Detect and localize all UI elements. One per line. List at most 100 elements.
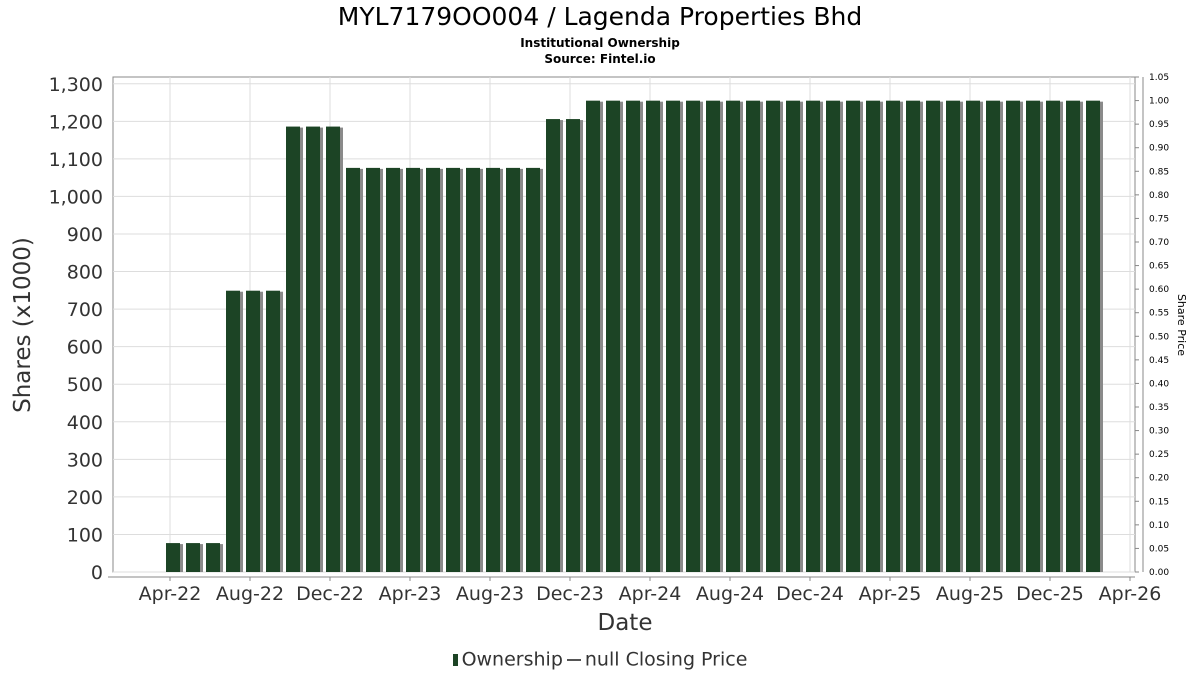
bar-ownership	[686, 100, 700, 572]
y-axis-label: Shares (x1000)	[10, 237, 36, 413]
bar-ownership	[646, 100, 660, 572]
bar-ownership	[806, 100, 820, 572]
y2-tick-label: 0.55	[1149, 309, 1169, 319]
y2-tick-label: 0.95	[1149, 120, 1169, 130]
bar-ownership	[886, 100, 900, 572]
y-tick-label: 1,100	[49, 149, 103, 171]
bar-ownership	[506, 167, 520, 573]
chart-source: Source: Fintel.io	[544, 52, 656, 66]
bar-ownership	[166, 543, 180, 572]
x-tick-label: Dec-23	[536, 583, 604, 605]
y-tick-label: 500	[67, 374, 103, 396]
plot-frame	[112, 76, 1136, 573]
x-tick-label: Dec-25	[1016, 583, 1084, 605]
bar-ownership	[1046, 100, 1060, 572]
bar-ownership	[866, 100, 880, 572]
bar-ownership	[666, 100, 680, 572]
bar-ownership	[346, 167, 360, 573]
y2-tick-label: 0.40	[1149, 379, 1169, 389]
bar-ownership	[626, 100, 640, 572]
bar-ownership	[906, 100, 920, 572]
legend-swatch-ownership	[452, 653, 458, 666]
bar-ownership	[466, 167, 480, 573]
y-tick-label: 300	[67, 449, 103, 471]
bar-ownership	[266, 290, 280, 572]
bar-ownership	[546, 119, 560, 573]
legend-swatch-price	[566, 658, 581, 661]
x-tick-label: Apr-25	[859, 583, 922, 605]
bar-ownership	[766, 100, 780, 572]
y2-tick-label: 0.25	[1149, 450, 1169, 460]
y-tick-label: 0	[91, 562, 103, 584]
x-tick-label: Apr-24	[619, 583, 682, 605]
bar-ownership	[386, 167, 400, 573]
y-tick-label: 1,200	[49, 111, 103, 133]
bar-ownership	[426, 167, 440, 573]
bar-ownership	[946, 100, 960, 572]
bar-ownership	[366, 167, 380, 573]
x-tick-label: Aug-23	[456, 583, 524, 605]
x-tick-label: Dec-22	[296, 583, 364, 605]
y-tick-label: 900	[67, 224, 103, 246]
y2-tick-label: 0.05	[1149, 544, 1169, 554]
y2-tick-label: 1.05	[1149, 73, 1169, 83]
bar-ownership	[486, 167, 500, 573]
y2-tick-label: 0.45	[1149, 356, 1169, 366]
x-tick-label: Apr-22	[139, 583, 202, 605]
bar-ownership	[926, 100, 940, 572]
bar-ownership	[706, 100, 720, 572]
bar-ownership	[826, 100, 840, 572]
y-tick-label: 200	[67, 487, 103, 509]
y2-axis-label: Share Price	[1175, 294, 1188, 356]
y2-tick-label: 0.35	[1149, 403, 1169, 413]
y2-tick-label: 0.10	[1149, 521, 1169, 531]
bar-ownership	[986, 100, 1000, 572]
bar-ownership	[186, 543, 200, 572]
legend: Ownership null Closing Price	[0, 648, 1200, 671]
bar-ownership	[726, 100, 740, 572]
y-tick-label: 700	[67, 299, 103, 321]
bar-ownership	[306, 126, 320, 573]
y2-tick-label: 0.00	[1149, 568, 1169, 578]
y2-tick-label: 0.50	[1149, 332, 1169, 342]
bar-ownership	[246, 290, 260, 572]
bar-ownership	[446, 167, 460, 573]
bar-ownership	[206, 543, 220, 572]
y-tick-label: 100	[67, 524, 103, 546]
y-tick-label: 600	[67, 337, 103, 359]
x-tick-label: Aug-22	[216, 583, 284, 605]
bar-ownership	[1026, 100, 1040, 572]
bar-ownership	[1006, 100, 1020, 572]
y2-tick-label: 0.15	[1149, 497, 1169, 507]
x-tick-label: Aug-25	[936, 583, 1004, 605]
y2-tick-label: 0.70	[1149, 238, 1169, 248]
y2-tick-label: 1.00	[1149, 97, 1169, 107]
x-axis-label: Date	[598, 610, 653, 636]
y2-tick-label: 0.75	[1149, 214, 1169, 224]
chart-title: MYL7179OO004 / Lagenda Properties Bhd	[337, 2, 863, 31]
x-tick-label: Apr-26	[1099, 583, 1162, 605]
chart-subtitle: Institutional Ownership	[520, 36, 680, 50]
x-tick-label: Dec-24	[776, 583, 844, 605]
legend-ownership: Ownership	[461, 648, 563, 671]
bar-ownership	[586, 100, 600, 572]
y2-tick-label: 0.85	[1149, 167, 1169, 177]
y-tick-label: 1,000	[49, 186, 103, 208]
y-tick-label: 800	[67, 262, 103, 284]
bar-ownership	[606, 100, 620, 572]
y2-tick-label: 0.65	[1149, 262, 1169, 272]
y2-tick-label: 0.80	[1149, 191, 1169, 201]
x-tick-label: Apr-23	[379, 583, 442, 605]
bar-ownership	[526, 167, 540, 573]
y2-tick-label: 0.60	[1149, 285, 1169, 295]
bar-ownership	[966, 100, 980, 572]
y-tick-label: 400	[67, 412, 103, 434]
bar-ownership	[226, 290, 240, 572]
bar-ownership	[846, 100, 860, 572]
bar-ownership	[566, 119, 580, 573]
y-tick-label: 1,300	[49, 74, 103, 96]
x-tick-label: Aug-24	[696, 583, 764, 605]
bar-ownership	[406, 167, 420, 573]
y2-tick-label: 0.20	[1149, 474, 1169, 484]
